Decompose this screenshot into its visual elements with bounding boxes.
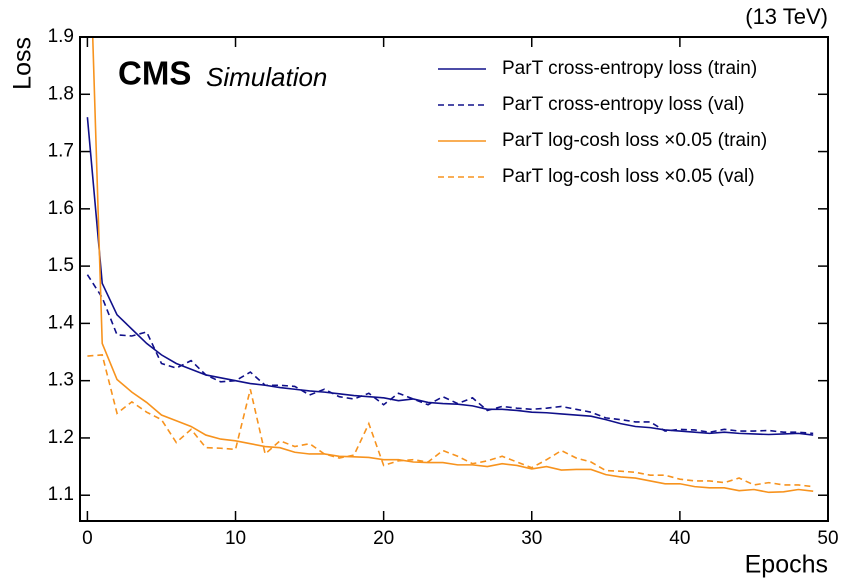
series-line xyxy=(86,117,814,436)
x-tick-label: 50 xyxy=(817,528,838,549)
y-tick-label: 1.3 xyxy=(48,370,74,391)
energy-label: (13 TeV) xyxy=(745,4,828,29)
y-tick-label: 1.4 xyxy=(48,312,75,333)
status-label: Simulation xyxy=(206,62,327,92)
y-tick-label: 1.1 xyxy=(48,484,74,505)
x-tick-label: 10 xyxy=(225,528,246,549)
legend-label: ParT cross-entropy loss (val) xyxy=(502,94,745,115)
x-tick-label: 0 xyxy=(82,528,93,549)
series-line xyxy=(91,37,814,494)
y-tick-label: 1.9 xyxy=(48,26,74,47)
plot-area xyxy=(86,37,814,494)
x-tick-label: 40 xyxy=(669,528,690,549)
plot-frame xyxy=(79,36,829,522)
x-tick-label: 20 xyxy=(373,528,394,549)
series-line xyxy=(86,274,814,435)
y-tick-label: 1.5 xyxy=(48,255,74,276)
legend-label: ParT log-cosh loss ×0.05 (val) xyxy=(502,166,755,187)
y-tick-label: 1.8 xyxy=(48,83,74,104)
legend-label: ParT log-cosh loss ×0.05 (train) xyxy=(502,130,767,151)
series-line xyxy=(87,354,814,488)
x-axis-label: Epochs xyxy=(745,551,828,579)
y-tick-label: 1.7 xyxy=(48,141,74,162)
y-axis-label: Loss xyxy=(9,37,37,90)
legend-label: ParT cross-entropy loss (train) xyxy=(502,58,757,79)
experiment-label: CMS xyxy=(118,55,191,92)
y-tick-label: 1.2 xyxy=(48,427,74,448)
x-tick-label: 30 xyxy=(521,528,542,549)
y-tick-label: 1.6 xyxy=(48,198,74,219)
